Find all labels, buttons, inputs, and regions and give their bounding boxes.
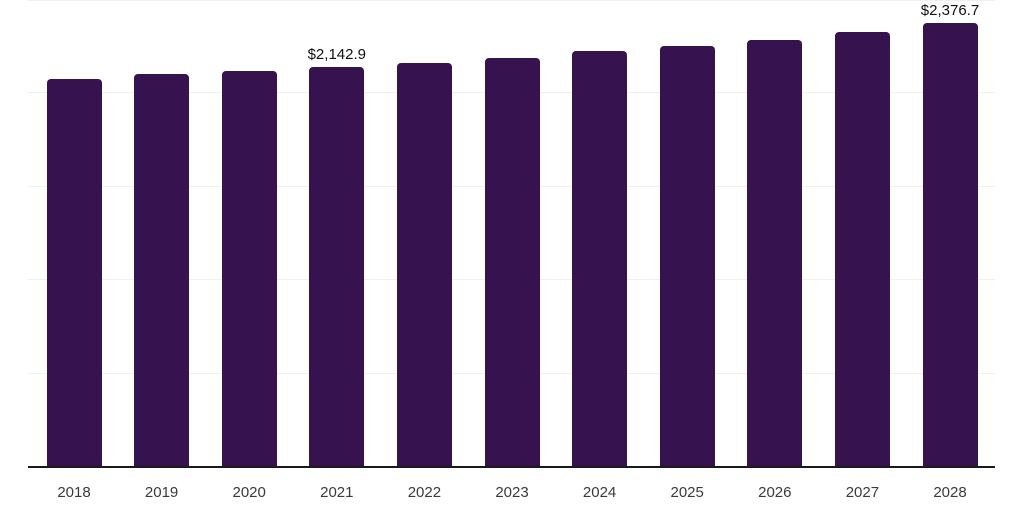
bar-2018 — [46, 79, 102, 467]
x-tick-2024: 2024 — [582, 484, 617, 501]
gridline-2500 — [28, 0, 995, 1]
x-tick-2021: 2021 — [320, 484, 354, 501]
x-tick-2026: 2026 — [758, 484, 792, 501]
x-tick-2019: 2019 — [144, 484, 179, 501]
bar-2021 — [309, 66, 365, 467]
x-tick-2027: 2027 — [845, 484, 880, 501]
data-label-2021: $2,142.9 — [307, 45, 366, 63]
bar-2026 — [747, 39, 803, 467]
data-label-2028: $2,376.7 — [920, 2, 980, 20]
bar-2027 — [834, 31, 890, 467]
x-tick-2018: 2018 — [57, 484, 91, 501]
bar-2022 — [396, 62, 452, 467]
bar-2025 — [659, 45, 715, 467]
x-tick-2023: 2023 — [495, 484, 529, 501]
bar-2020 — [221, 71, 277, 467]
x-tick-2025: 2025 — [670, 484, 704, 501]
x-tick-2022: 2022 — [407, 484, 442, 501]
bar-2024 — [572, 51, 628, 467]
bar-2028 — [922, 23, 978, 467]
bar-2019 — [134, 73, 190, 467]
x-axis-line — [28, 466, 995, 468]
x-tick-2028: 2028 — [933, 484, 967, 501]
x-tick-2020: 2020 — [232, 484, 266, 501]
bar-2023 — [484, 57, 540, 467]
